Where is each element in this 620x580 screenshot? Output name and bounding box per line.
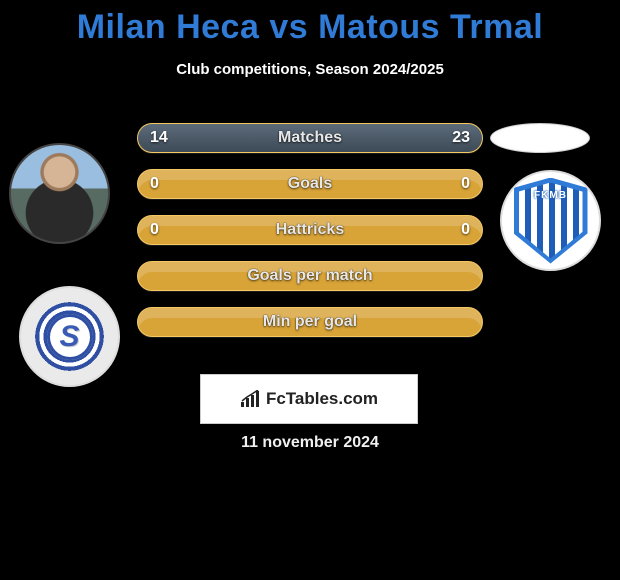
stat-label: Min per goal [138, 308, 482, 336]
stat-label: Goals [138, 170, 482, 198]
stat-bars: 1423Matches 00Goals 00Hattricks Goals per m… [137, 123, 483, 353]
player1-club-badge: S [19, 286, 120, 387]
player2-photo-placeholder [490, 123, 590, 153]
club-letter: S [59, 320, 79, 354]
stat-label: Hattricks [138, 216, 482, 244]
player1-photo [9, 143, 110, 244]
chart-icon [240, 390, 260, 408]
comparison-date: 11 november 2024 [0, 434, 620, 452]
stat-label: Matches [138, 124, 482, 152]
stat-row-goals-per-match: Goals per match [137, 261, 483, 291]
stat-row-min-per-goal: Min per goal [137, 307, 483, 337]
club-abbrev: FKMB [534, 190, 567, 201]
title-vs: vs [269, 8, 308, 46]
stat-row-goals: 00Goals [137, 169, 483, 199]
stat-row-matches: 1423Matches [137, 123, 483, 153]
page-subtitle: Club competitions, Season 2024/2025 [0, 61, 620, 78]
title-player2: Matous Trmal [318, 8, 543, 46]
title-player1: Milan Heca [77, 8, 260, 46]
stat-row-hattricks: 00Hattricks [137, 215, 483, 245]
stat-label: Goals per match [138, 262, 482, 290]
player2-club-badge: FKMB [500, 170, 601, 271]
site-name: FcTables.com [266, 389, 378, 409]
site-branding[interactable]: FcTables.com [200, 374, 418, 424]
page-title: Milan Heca vs Matous Trmal [0, 0, 620, 47]
